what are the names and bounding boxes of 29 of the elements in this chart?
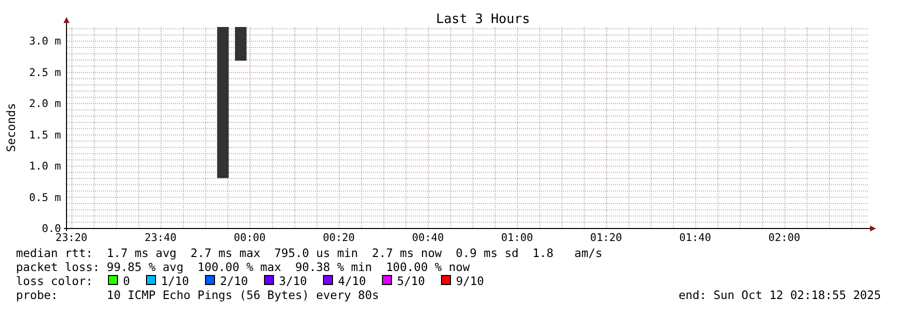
x-tick-label: 01:20 bbox=[590, 232, 622, 244]
x-tick-label: 00:20 bbox=[322, 232, 355, 244]
text: packet loss: 99.85 % avg 100.00 % max 90.38 % min 100.00 % now bbox=[16, 260, 470, 274]
y-tick-label: 1.5 m bbox=[29, 129, 61, 142]
y-tick-label: 2.0 m bbox=[29, 98, 61, 110]
chart-title: Last 3 Hours bbox=[436, 12, 530, 27]
y-tick-label: 3.0 m bbox=[29, 36, 61, 48]
text: median rtt: 1.7 ms avg 2.7 ms max 795.0 us min 2.7 ms now 0.9 ms sd 1.8 am/s bbox=[16, 246, 602, 260]
legend-title: loss color: bbox=[16, 274, 93, 288]
y-tick-label: 1.0 m bbox=[29, 160, 61, 173]
y-axis-title: Seconds bbox=[4, 103, 18, 152]
legend-label: 4/10 bbox=[338, 274, 366, 288]
x-tick-label: 01:00 bbox=[501, 232, 533, 244]
legend-label: 3/10 bbox=[279, 274, 307, 288]
legend-label: 2/10 bbox=[220, 274, 248, 288]
legend-label: 5/10 bbox=[397, 274, 425, 288]
legend-label: 1/10 bbox=[161, 274, 189, 288]
legend-label: 0 bbox=[123, 274, 130, 288]
x-tick-label: 00:40 bbox=[412, 232, 444, 244]
x-tick-label: 00:00 bbox=[234, 232, 266, 244]
x-tick-label: 02:00 bbox=[768, 232, 800, 244]
x-tick-label: 23:20 bbox=[56, 232, 88, 244]
text: probe: 10 ICMP Echo Pings (56 Bytes) every 80s bbox=[16, 288, 379, 302]
x-tick-label: 01:40 bbox=[679, 232, 712, 244]
text: end: Sun Oct 12 02:18:55 2025 bbox=[678, 288, 882, 302]
y-tick-label: 0.5 m bbox=[29, 192, 61, 204]
y-tick-label: 2.5 m bbox=[29, 66, 61, 79]
legend-label: 9/10 bbox=[456, 274, 484, 288]
x-tick-label: 23:40 bbox=[144, 232, 177, 244]
